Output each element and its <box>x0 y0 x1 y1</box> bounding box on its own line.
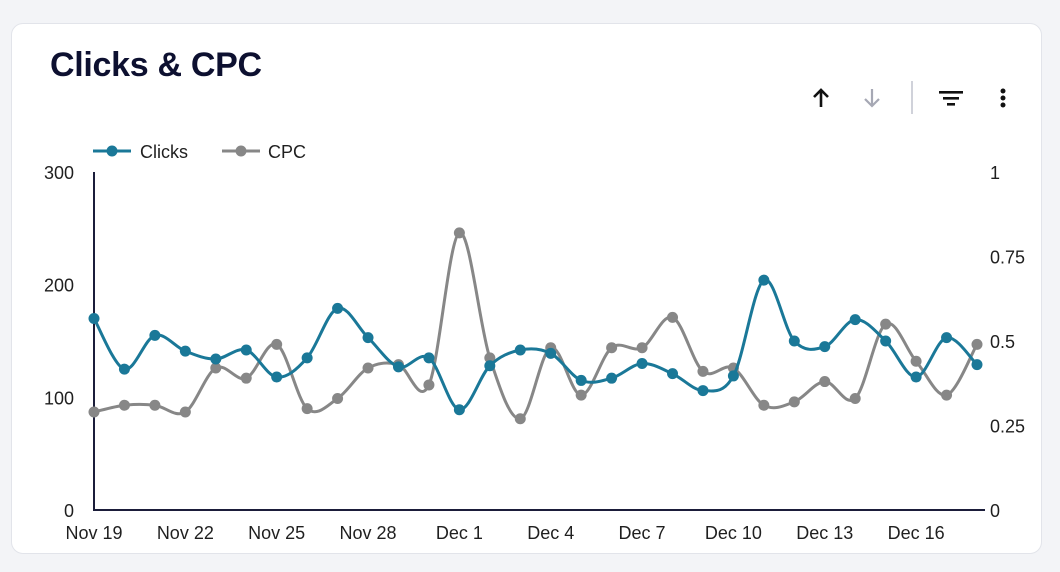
point-cpc <box>179 406 191 418</box>
point-clicks <box>606 372 618 384</box>
legend-marker-cpc <box>235 145 247 157</box>
y-left-tick-label: 0 <box>64 501 74 521</box>
point-clicks <box>758 274 770 286</box>
point-cpc <box>941 389 953 401</box>
point-clicks <box>301 352 313 364</box>
point-clicks <box>210 353 222 365</box>
point-cpc <box>636 342 648 354</box>
point-cpc <box>758 399 770 411</box>
point-cpc <box>575 389 587 401</box>
point-clicks <box>910 371 922 383</box>
card-title: Clicks & CPC <box>50 46 262 84</box>
point-clicks <box>484 360 496 372</box>
point-cpc <box>210 362 222 374</box>
x-tick-label: Nov 28 <box>340 523 397 543</box>
point-clicks <box>545 347 557 359</box>
x-tick-label: Dec 16 <box>888 523 945 543</box>
point-cpc <box>880 318 892 330</box>
point-clicks <box>636 358 648 370</box>
point-cpc <box>271 338 283 350</box>
y-right-tick-label: 0.25 <box>990 417 1025 437</box>
point-clicks <box>88 312 100 324</box>
y-right-tick-label: 0 <box>990 501 1000 521</box>
point-clicks <box>149 329 161 341</box>
legend-label-clicks: Clicks <box>140 142 188 162</box>
point-cpc <box>332 392 344 404</box>
point-clicks <box>392 361 404 373</box>
point-clicks <box>423 352 435 364</box>
point-clicks <box>727 370 739 382</box>
arrow-up-icon <box>813 88 829 107</box>
point-cpc <box>849 392 861 404</box>
point-cpc <box>118 399 130 411</box>
point-cpc <box>819 376 831 388</box>
y-right-tick-label: 0.75 <box>990 248 1025 268</box>
series-line-clicks <box>92 278 979 412</box>
toolbar-divider <box>911 81 913 114</box>
point-cpc <box>301 403 313 415</box>
point-cpc <box>149 399 161 411</box>
y-right-tick-label: 0.5 <box>990 332 1015 352</box>
point-clicks <box>453 404 465 416</box>
point-clicks <box>332 302 344 314</box>
point-clicks <box>362 332 374 344</box>
point-clicks <box>271 371 283 383</box>
point-cpc <box>362 362 374 374</box>
y-left-tick-label: 300 <box>44 163 74 183</box>
filter-button[interactable] <box>937 84 965 112</box>
x-tick-label: Dec 13 <box>796 523 853 543</box>
more-vert-icon <box>1000 88 1006 108</box>
point-clicks <box>819 341 831 353</box>
x-tick-label: Dec 4 <box>527 523 574 543</box>
point-cpc <box>667 311 679 323</box>
point-clicks <box>788 335 800 347</box>
x-tick-label: Dec 10 <box>705 523 762 543</box>
y-left-tick-label: 100 <box>44 388 74 408</box>
point-clicks <box>880 335 892 347</box>
point-clicks <box>941 332 953 344</box>
point-clicks <box>179 345 191 357</box>
x-tick-label: Nov 25 <box>248 523 305 543</box>
point-cpc <box>788 396 800 408</box>
x-tick-label: Nov 22 <box>157 523 214 543</box>
point-clicks <box>849 314 861 326</box>
point-cpc <box>697 365 709 377</box>
point-cpc <box>423 379 435 391</box>
arrow-down-icon <box>864 89 880 108</box>
point-clicks <box>667 368 679 380</box>
point-cpc <box>484 352 496 364</box>
point-clicks <box>575 374 587 386</box>
point-cpc <box>240 372 252 384</box>
point-cpc <box>88 406 100 418</box>
point-cpc <box>514 413 526 425</box>
point-clicks <box>697 385 709 397</box>
point-clicks <box>514 344 526 356</box>
sort-ascending-button[interactable] <box>807 84 835 112</box>
more-options-button[interactable] <box>989 84 1017 112</box>
chart-card <box>11 23 1042 554</box>
filter-icon <box>939 91 963 106</box>
point-cpc <box>453 227 465 239</box>
x-tick-label: Dec 7 <box>619 523 666 543</box>
x-tick-label: Dec 1 <box>436 523 483 543</box>
point-cpc <box>971 338 983 350</box>
y-right-tick-label: 1 <box>990 163 1000 183</box>
y-left-tick-label: 200 <box>44 276 74 296</box>
point-clicks <box>240 344 252 356</box>
point-clicks <box>118 363 130 375</box>
point-cpc <box>606 342 618 354</box>
legend-marker-clicks <box>106 145 118 157</box>
point-clicks <box>971 359 983 371</box>
x-tick-label: Nov 19 <box>65 523 122 543</box>
point-cpc <box>910 355 922 367</box>
sort-descending-button[interactable] <box>858 84 886 112</box>
legend-label-cpc: CPC <box>268 142 306 162</box>
